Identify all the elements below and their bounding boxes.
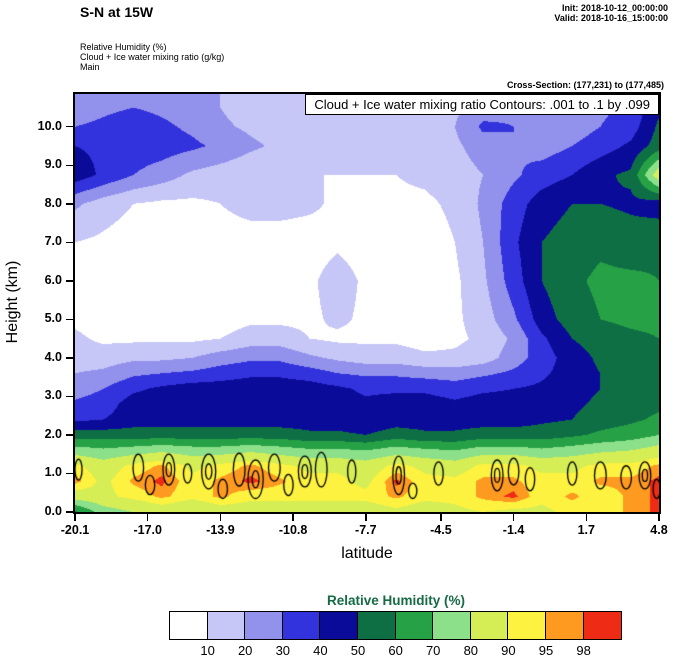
- x-tick-label: -4.5: [430, 523, 452, 537]
- field-description-block: Relative Humidity (%) Cloud + Ice water …: [80, 42, 224, 72]
- x-tick-label: 4.8: [650, 523, 668, 537]
- x-tick-mark: [219, 514, 222, 521]
- colorbar: [169, 611, 623, 640]
- y-tick-label: 5.0: [44, 311, 62, 326]
- colorbar-cell: [320, 612, 358, 639]
- y-tick-label: 3.0: [44, 388, 62, 403]
- y-tick-mark: [66, 125, 73, 128]
- y-tick-label: 9.0: [44, 157, 62, 172]
- colorbar-tick-label: 50: [350, 643, 366, 658]
- colorbar-cell: [357, 612, 396, 639]
- y-tick-mark: [66, 318, 73, 321]
- x-tick-label: -1.4: [502, 523, 525, 537]
- contour-info-box: Cloud + Ice water mixing ratio Contours:…: [305, 94, 659, 115]
- colorbar-tick-label: 20: [237, 643, 253, 658]
- colorbar-cell: [433, 612, 471, 639]
- x-tick-mark: [146, 514, 149, 521]
- field-line-relative-humidity: Relative Humidity (%): [80, 42, 167, 52]
- colorbar-cell: [245, 612, 283, 639]
- y-tick-mark: [66, 395, 73, 398]
- y-tick-mark: [66, 434, 73, 436]
- colorbar-tick-label: 30: [275, 643, 291, 658]
- y-tick-label: 2.0: [44, 426, 62, 441]
- colorbar-tick-label: 60: [388, 643, 403, 658]
- colorbar-cell: [470, 612, 509, 639]
- x-axis-title: latitude: [341, 545, 393, 562]
- colorbar-cell: [282, 612, 321, 639]
- y-tick-label: 4.0: [44, 349, 62, 364]
- y-tick-mark: [66, 203, 73, 205]
- y-tick-label: 6.0: [44, 272, 62, 287]
- colorbar-tick-label: 95: [538, 643, 554, 658]
- field-line-domain: Main: [80, 62, 100, 72]
- colorbar-tick-label: 80: [463, 643, 479, 658]
- cross-section-coords-label: Cross-Section: (177,231) to (177,485): [506, 80, 664, 90]
- x-tick-mark: [658, 514, 660, 521]
- x-tick-mark: [512, 514, 515, 521]
- colorbar-tick-label: 98: [576, 643, 591, 658]
- colorbar-tick-label: 90: [501, 643, 516, 658]
- y-axis-title: Height (km): [4, 260, 21, 344]
- y-tick-mark: [66, 472, 73, 475]
- colorbar-cell: [170, 612, 208, 639]
- y-tick-mark: [66, 241, 73, 244]
- x-tick-label: -17.0: [133, 523, 162, 537]
- field-line-cloud-ice: Cloud + Ice water mixing ratio (g/kg): [80, 52, 225, 62]
- plot-area: Cloud + Ice water mixing ratio Contours:…: [73, 92, 661, 514]
- valid-time-label: Valid: 2018-10-16_15:00:00: [554, 13, 668, 23]
- colorbar-cell: [207, 612, 246, 639]
- init-time-label: Init: 2018-10-12_00:00:00: [561, 3, 668, 13]
- colorbar-cell: [545, 612, 584, 639]
- x-tick-label: 1.7: [577, 523, 595, 537]
- colorbar-tick-label: 10: [200, 643, 215, 658]
- x-tick-label: -10.8: [278, 523, 308, 537]
- x-tick-label: -7.7: [355, 523, 377, 537]
- x-tick-label: -13.9: [206, 523, 235, 537]
- x-tick-label: -20.1: [60, 523, 90, 537]
- colorbar-cell: [583, 612, 622, 639]
- y-tick-label: 7.0: [44, 234, 62, 249]
- contour-field-canvas: [75, 94, 659, 512]
- colorbar-cell: [508, 612, 546, 639]
- x-tick-mark: [365, 514, 367, 521]
- colorbar-tick-label: 40: [313, 643, 328, 658]
- y-tick-mark: [66, 357, 73, 359]
- y-tick-label: 8.0: [44, 195, 62, 210]
- y-tick-label: 10.0: [37, 118, 62, 133]
- y-tick-label: 0.0: [44, 504, 62, 518]
- colorbar-cell: [395, 612, 434, 639]
- y-tick-mark: [66, 164, 73, 167]
- x-tick-mark: [292, 514, 294, 521]
- colorbar-tick-label: 70: [425, 643, 441, 658]
- x-tick-mark: [74, 514, 76, 521]
- page-title: S-N at 15W: [80, 4, 154, 20]
- y-tick-mark: [66, 280, 73, 282]
- x-tick-mark: [440, 514, 442, 521]
- y-tick-mark: [66, 511, 73, 513]
- y-tick-label: 1.0: [44, 465, 62, 480]
- colorbar-title: Relative Humidity (%): [326, 593, 466, 608]
- x-tick-mark: [585, 514, 588, 521]
